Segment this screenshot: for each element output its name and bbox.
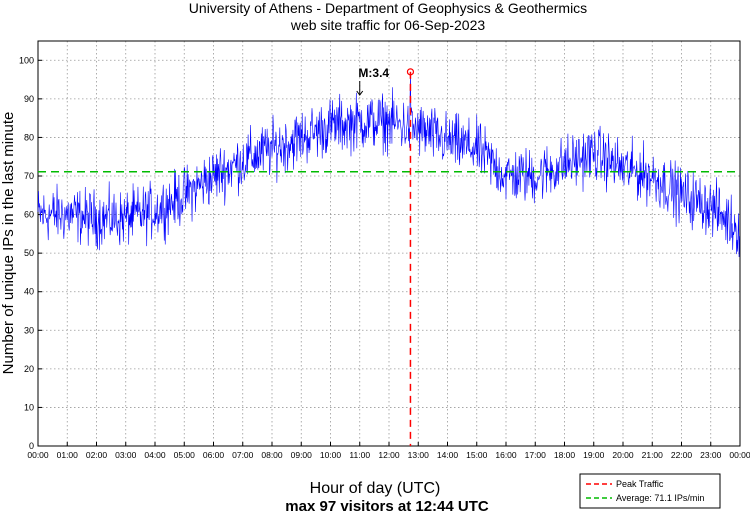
x-tick-label: 01:00 xyxy=(57,450,79,460)
x-tick-label: 08:00 xyxy=(261,450,283,460)
x-tick-label: 05:00 xyxy=(174,450,196,460)
y-tick-label: 90 xyxy=(24,94,34,104)
series-line xyxy=(37,71,740,257)
legend: Peak Traffic Average: 71.1 IPs/min xyxy=(579,473,721,509)
y-tick-label: 70 xyxy=(24,171,34,181)
x-tick-label: 10:00 xyxy=(320,450,342,460)
y-tick-label: 60 xyxy=(24,210,34,220)
x-tick-label: 20:00 xyxy=(612,450,634,460)
y-tick-label: 10 xyxy=(24,402,34,412)
x-tick-label: 18:00 xyxy=(554,450,576,460)
x-tick-label: 12:00 xyxy=(378,450,400,460)
y-tick-label: 80 xyxy=(24,132,34,142)
x-tick-label: 07:00 xyxy=(232,450,254,460)
legend-box xyxy=(579,473,721,509)
x-tick-label: 14:00 xyxy=(437,450,459,460)
x-axis-label: Hour of day (UTC) xyxy=(310,480,441,497)
x-tick-label: 11:00 xyxy=(349,450,370,460)
annotation-label: M:3.4 xyxy=(358,66,389,80)
y-tick-label: 40 xyxy=(24,287,34,297)
grid xyxy=(38,41,740,446)
chart-title: University of Athens - Department of Geo… xyxy=(189,0,587,16)
peak-marker xyxy=(406,68,415,76)
x-tick-label: 09:00 xyxy=(291,450,313,460)
x-axis: 00:00 01:00 02:00 03:00 04:00 05:00 06:00 07:00… xyxy=(27,442,750,460)
y-tick-label: 50 xyxy=(24,248,34,258)
x-tick-label: 00:00 xyxy=(729,450,750,460)
y-tick-label: 30 xyxy=(24,325,34,335)
x-tick-label: 02:00 xyxy=(86,450,108,460)
x-tick-label: 00:00 xyxy=(27,450,49,460)
chart-footer: max 97 visitors at 12:44 UTC xyxy=(285,498,489,511)
x-tick-label: 16:00 xyxy=(495,450,517,460)
chart-subtitle: web site traffic for 06-Sep-2023 xyxy=(290,17,486,33)
x-tick-label: 13:00 xyxy=(408,450,430,460)
y-axis-label: Number of unique IPs in the last minute xyxy=(0,112,17,375)
annotation-arrowhead xyxy=(356,90,364,96)
x-tick-label: 22:00 xyxy=(671,450,693,460)
x-tick-label: 04:00 xyxy=(144,450,166,460)
x-tick-label: 15:00 xyxy=(466,450,488,460)
x-tick-label: 17:00 xyxy=(525,450,547,460)
legend-peak-label: Peak Traffic xyxy=(616,479,664,489)
x-tick-label: 23:00 xyxy=(700,450,722,460)
y-tick-label: 100 xyxy=(19,55,34,65)
x-tick-label: 03:00 xyxy=(115,450,137,460)
legend-average-label: Average: 71.1 IPs/min xyxy=(616,493,704,503)
y-tick-label: 20 xyxy=(24,364,34,374)
x-tick-label: 21:00 xyxy=(642,450,664,460)
series-group xyxy=(37,71,740,257)
x-tick-label: 19:00 xyxy=(583,450,605,460)
y-tick-label: 0 xyxy=(29,441,34,451)
y-axis: 0 10 20 30 40 50 60 70 80 90 100 xyxy=(19,55,42,451)
x-tick-label: 06:00 xyxy=(203,450,225,460)
